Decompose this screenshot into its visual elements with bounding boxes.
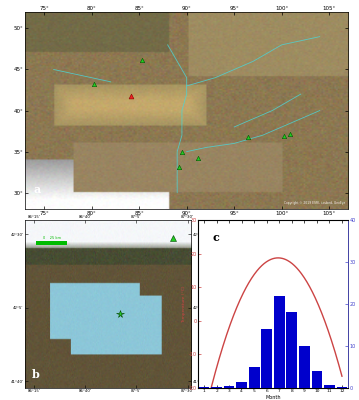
Bar (249, 367, 260, 388)
Bar (199, 387, 209, 388)
Bar (224, 386, 234, 388)
Bar (236, 382, 247, 388)
Bar (36, 241, 67, 245)
Text: Copyright © 2019 ESRI, i-cubed, GeoEye: Copyright © 2019 ESRI, i-cubed, GeoEye (284, 201, 345, 205)
Text: 0    25 km: 0 25 km (43, 236, 61, 240)
Y-axis label: Temperature (°C): Temperature (°C) (182, 285, 186, 323)
Bar (286, 312, 297, 388)
X-axis label: Month: Month (265, 395, 281, 400)
Text: c: c (213, 232, 220, 243)
Text: b: b (32, 369, 39, 380)
Bar (274, 296, 285, 388)
Bar (312, 371, 322, 388)
Bar (337, 387, 347, 388)
Bar (324, 385, 335, 388)
Bar (261, 329, 272, 388)
Bar (299, 346, 310, 388)
Bar (211, 387, 222, 388)
Text: a: a (33, 184, 41, 195)
